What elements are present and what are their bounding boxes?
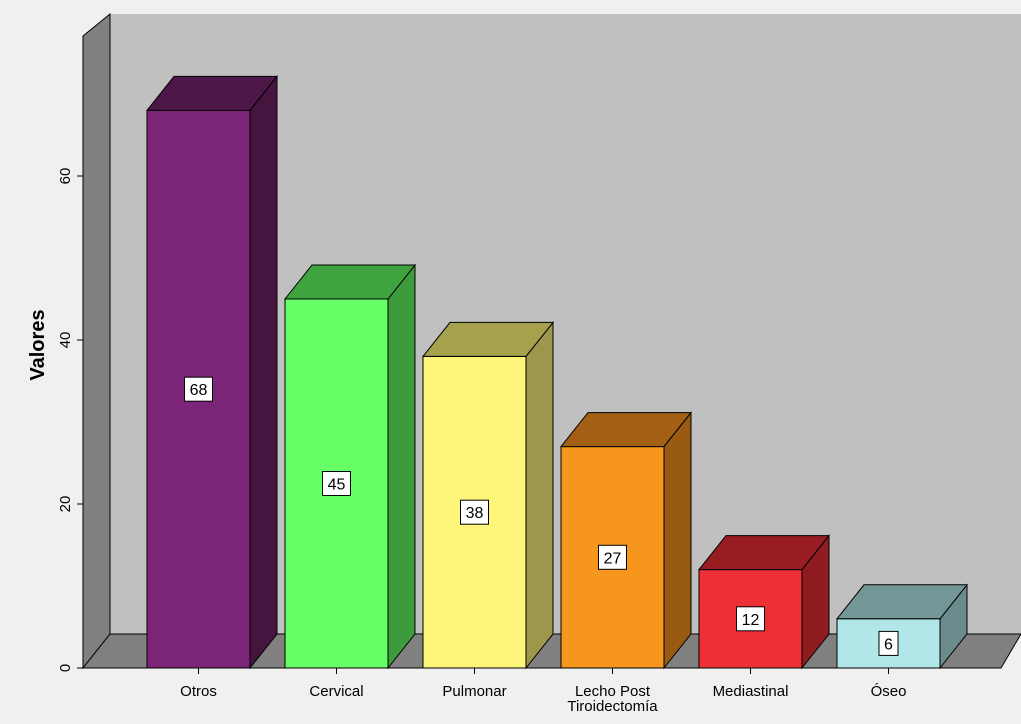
data-label-box: [460, 499, 489, 525]
x-tick-label: Otros: [180, 683, 217, 700]
data-label: 68: [184, 376, 213, 402]
data-label-box: [598, 544, 627, 570]
bar-top: [697, 535, 831, 571]
x-tick-label: Óseo: [871, 683, 907, 700]
bar-top: [835, 584, 969, 620]
data-label-text: 38: [466, 505, 484, 522]
bar-top: [421, 321, 555, 357]
bar-side: [387, 263, 416, 670]
x-tick-label: Mediastinal: [713, 683, 789, 700]
data-label-box: [736, 606, 765, 632]
bar-side: [249, 74, 278, 670]
bar: [283, 263, 417, 670]
bar: [697, 534, 831, 670]
x-tick-label-line: Óseo: [871, 683, 907, 700]
x-tick-label: Lecho Post Tiroidectomía: [567, 683, 658, 715]
bar: [421, 320, 555, 670]
x-tick-label: Cervical: [309, 683, 363, 700]
bar: [559, 411, 693, 670]
data-label-box: [878, 630, 899, 656]
data-label: 38: [460, 499, 489, 525]
x-tick-label-line: Lecho Post: [575, 683, 651, 700]
bar-top: [145, 75, 279, 111]
data-label: 45: [322, 471, 351, 496]
data-label-box: [322, 471, 351, 496]
bar-top: [283, 264, 417, 300]
data-label-text: 68: [190, 382, 208, 399]
y-tick-label: 60: [57, 168, 74, 185]
data-label-text: 45: [328, 477, 346, 494]
plot-left-wall: [82, 12, 111, 670]
x-tick-label: Pulmonar: [442, 683, 506, 700]
data-label: 27: [598, 544, 627, 570]
y-tick-label: 0: [57, 664, 74, 672]
x-tick-label-line: Otros: [180, 683, 217, 700]
data-label-box: [184, 376, 213, 402]
y-tick-label: 20: [57, 496, 74, 513]
x-tick-label-line: Pulmonar: [442, 683, 506, 700]
y-tick-label: 40: [57, 332, 74, 349]
data-label-text: 12: [742, 612, 760, 629]
data-label-text: 27: [604, 550, 622, 567]
data-label: 6: [878, 630, 899, 656]
x-tick-label-line: Cervical: [309, 683, 363, 700]
y-axis-title: Valores: [27, 309, 49, 380]
bar-side: [525, 320, 554, 670]
x-tick-label-line: Mediastinal: [713, 683, 789, 700]
bar-side: [663, 411, 692, 670]
bar: [835, 583, 969, 670]
data-label: 12: [736, 606, 765, 632]
x-tick-label-line: Tiroidectomía: [567, 698, 658, 715]
bar-top: [559, 412, 693, 448]
bar: [145, 74, 279, 670]
data-label-text: 6: [884, 636, 893, 653]
